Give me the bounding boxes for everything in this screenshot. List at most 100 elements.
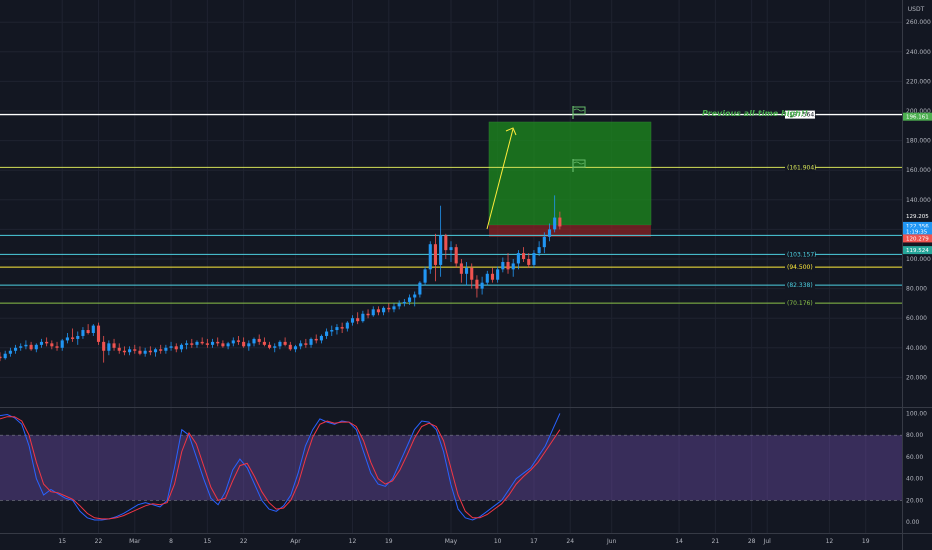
candle-body — [273, 346, 277, 348]
time-tick-label: Jul — [763, 538, 772, 545]
price-level-label: (70.176) — [787, 300, 813, 307]
oscillator-tick-label: 80.00 — [906, 432, 923, 439]
price-level-label: (82.338) — [787, 282, 813, 289]
candle-body — [501, 261, 505, 270]
price-level-label-bg — [785, 163, 815, 172]
candle-body — [309, 338, 313, 345]
candle-body — [428, 244, 432, 270]
candle-body — [45, 341, 49, 344]
candle-body — [397, 303, 401, 307]
time-tick-label: May — [445, 538, 458, 545]
candle-body — [350, 318, 355, 323]
candle-body — [407, 297, 412, 302]
time-axis[interactable]: 15 22 Mar 8 15 22 Apr 12 19 May 10 17 24 Jun 14 21 28 Jul… — [58, 538, 869, 545]
candle-body — [55, 346, 59, 348]
candle-body — [340, 327, 344, 329]
ath-annotation: Previous all-time high!! — [702, 109, 809, 118]
price-tick-label: 20.000 — [906, 374, 927, 381]
candle-body — [345, 322, 349, 329]
candle-body — [283, 341, 287, 345]
time-tick-label: 14 — [675, 538, 683, 545]
price-level-label: (161.904) — [787, 164, 817, 171]
candle-body — [314, 338, 318, 341]
candle-body — [278, 341, 282, 347]
oscillator-tick-label: 0.00 — [906, 519, 920, 526]
candle-body — [153, 349, 158, 353]
price-tick-label: 80.000 — [906, 286, 927, 293]
candles — [0, 195, 562, 363]
candle-body — [148, 350, 152, 353]
candle-body — [0, 356, 2, 359]
candle-body — [112, 343, 116, 348]
candle-body — [402, 301, 406, 304]
candle-body — [210, 341, 215, 345]
candle-body — [252, 338, 256, 344]
candle-body — [382, 307, 386, 313]
oscillator-tick-label: 40.00 — [906, 476, 923, 483]
flag-icon — [572, 159, 586, 172]
candle-body — [81, 330, 85, 336]
candle-body — [190, 343, 194, 345]
price-level-label: (197.564) — [787, 112, 817, 119]
price-badge-label: 119.524 — [906, 248, 929, 254]
candle-body — [511, 263, 515, 270]
oscillator-tick-label: 100.00 — [906, 410, 927, 417]
stop-zone — [489, 225, 651, 237]
candle-body — [371, 309, 375, 316]
candle-body — [91, 325, 95, 333]
time-tick-label: 28 — [748, 538, 756, 545]
price-tick-label: 180.000 — [906, 138, 931, 145]
time-tick-label: Jun — [606, 538, 617, 545]
time-tick-label: Apr — [290, 538, 301, 545]
price-badge — [903, 227, 932, 236]
candle-body — [268, 344, 272, 348]
price-badge-label: 129.205 — [906, 214, 929, 220]
candle-body — [24, 344, 28, 347]
time-tick-label: 12 — [349, 538, 357, 545]
time-tick-label: 22 — [95, 538, 103, 545]
time-tick-label: 15 — [58, 538, 66, 545]
candle-body — [459, 263, 463, 274]
price-level-label-bg — [785, 110, 815, 119]
candle-body — [532, 253, 536, 265]
candle-body — [319, 335, 323, 341]
price-badge-label: 196.161 — [906, 115, 929, 121]
oscillator-axis[interactable]: 0.00 20.00 40.00 60.00 80.00 100.00 — [906, 410, 927, 526]
price-tick-label: 220.000 — [906, 78, 931, 85]
price-tick-label: 160.000 — [906, 167, 931, 174]
candle-body — [335, 327, 339, 331]
candle-body — [475, 279, 479, 289]
price-tick-label: 60.000 — [906, 315, 927, 322]
candle-body — [423, 269, 427, 283]
candle-body — [102, 341, 106, 351]
price-tick-label: 40.000 — [906, 345, 927, 352]
candle-body — [169, 346, 173, 348]
candle-body — [325, 331, 329, 336]
candle-body — [293, 346, 298, 350]
oscillator-series-line — [0, 416, 561, 520]
time-tick-label: 19 — [385, 538, 393, 545]
candle-body — [304, 343, 308, 345]
price-badge — [903, 246, 932, 255]
candle-body — [537, 247, 541, 254]
candle-body — [221, 343, 225, 347]
candle-body — [542, 236, 546, 248]
candle-body — [257, 338, 261, 342]
candle-body — [34, 344, 38, 350]
price-tick-label: 200.000 — [906, 108, 931, 115]
price-badge-label: 1:19:35 — [906, 229, 928, 235]
candle-body — [516, 253, 520, 264]
candle-body — [413, 294, 417, 298]
candle-body — [288, 344, 292, 350]
candle-body — [480, 282, 484, 289]
candle-body — [392, 306, 396, 310]
time-tick-label: Mar — [129, 538, 141, 545]
oscillator-tick-label: 60.00 — [906, 454, 923, 461]
price-badge — [903, 221, 932, 230]
candle-body — [418, 282, 422, 295]
candle-body — [439, 235, 443, 265]
candle-body — [76, 335, 80, 339]
candle-body — [236, 340, 241, 342]
candle-body — [226, 343, 230, 347]
